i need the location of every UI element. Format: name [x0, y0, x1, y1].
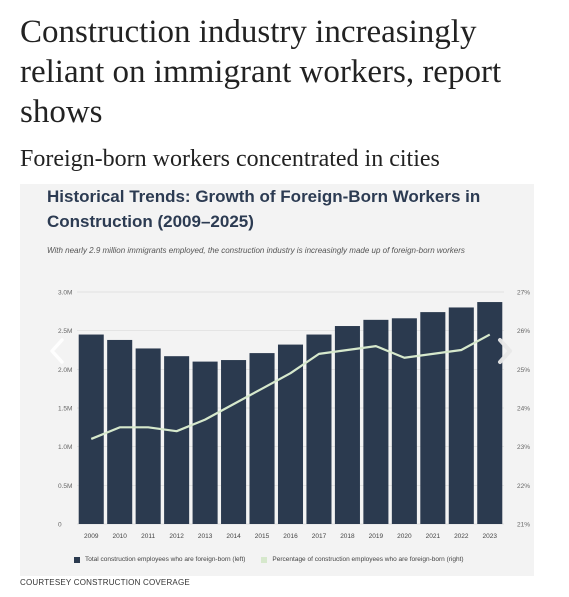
y-left-tick-label: 2.0M — [58, 367, 72, 374]
bar — [135, 348, 161, 524]
legend-swatch-bars — [74, 556, 80, 563]
y-right-tick-label: 23% — [517, 444, 530, 451]
y-left-tick-label: 0 — [58, 522, 62, 529]
y-left-tick-label: 3.0M — [58, 290, 72, 297]
x-tick-label: 2012 — [169, 533, 184, 540]
y-right-tick-label: 26% — [517, 328, 530, 335]
bar — [249, 353, 275, 524]
y-right-tick-label: 24% — [517, 406, 530, 413]
x-tick-label: 2021 — [426, 533, 441, 540]
article-headline: Construction industry increasingly relia… — [20, 14, 502, 130]
x-tick-label: 2020 — [397, 533, 412, 540]
bar — [448, 307, 474, 524]
x-tick-label: 2014 — [226, 533, 241, 540]
y-right-tick-label: 25% — [517, 367, 530, 374]
chart-plot: 0 0.5M 1.0M 1.5M 2.0M 2.5M 3.0M 21% 22% 23% 24% 25%… — [58, 290, 530, 541]
x-tick-label: 2013 — [198, 533, 213, 540]
legend-item-line: Percentage of construction employees who… — [261, 556, 464, 563]
y-right-tick-label: 27% — [517, 290, 530, 297]
x-tick-label: 2011 — [141, 533, 155, 540]
legend-swatch-line — [261, 556, 268, 563]
bar — [78, 334, 104, 524]
carousel-prev-button[interactable] — [42, 336, 72, 366]
bar — [107, 339, 133, 524]
x-tick-label: 2019 — [369, 533, 384, 540]
chevron-left-icon — [50, 338, 64, 364]
bar — [363, 319, 389, 524]
y-right-tick-label: 21% — [517, 522, 530, 529]
x-tick-label: 2018 — [340, 533, 355, 540]
x-tick-label: 2017 — [312, 533, 327, 540]
bar — [306, 334, 332, 524]
x-tick-label: 2023 — [483, 533, 498, 540]
y-left-tick-label: 2.5M — [58, 328, 72, 335]
y-left-tick-label: 1.0M — [58, 444, 72, 451]
bar — [192, 361, 218, 524]
bar — [420, 312, 446, 524]
legend-item-bars: Total construction employees who are for… — [74, 556, 245, 563]
chart-title: Historical Trends: Growth of Foreign-Bor… — [47, 187, 481, 231]
bar — [221, 360, 247, 524]
chart-subtitle: With nearly 2.9 million immigrants emplo… — [47, 246, 465, 255]
x-tick-label: 2009 — [84, 533, 99, 540]
article-subheadline: Foreign-born workers concentrated in cit… — [20, 146, 440, 172]
x-tick-label: 2022 — [454, 533, 469, 540]
x-tick-label: 2010 — [112, 533, 127, 540]
legend-label-bars: Total construction employees who are for… — [85, 556, 246, 563]
x-tick-label: 2016 — [283, 533, 298, 540]
carousel-next-button[interactable] — [490, 336, 520, 366]
image-credit: COURTESEY CONSTRUCTION COVERAGE — [20, 578, 190, 587]
bar — [164, 356, 190, 524]
y-left-tick-label: 1.5M — [58, 406, 72, 413]
bar — [334, 326, 360, 524]
chart-legend: Total construction employees who are for… — [74, 556, 480, 563]
series-line-percentage — [90, 333, 491, 440]
y-left-tick-label: 0.5M — [58, 483, 72, 490]
y-right-tick-label: 22% — [517, 483, 530, 490]
bar — [391, 318, 417, 524]
x-tick-label: 2015 — [255, 533, 270, 540]
legend-label-line: Percentage of construction employees who… — [272, 556, 464, 563]
chevron-right-icon — [498, 338, 512, 364]
bar — [277, 344, 304, 524]
chart-figure: Historical Trends: Growth of Foreign-Bor… — [20, 184, 534, 576]
